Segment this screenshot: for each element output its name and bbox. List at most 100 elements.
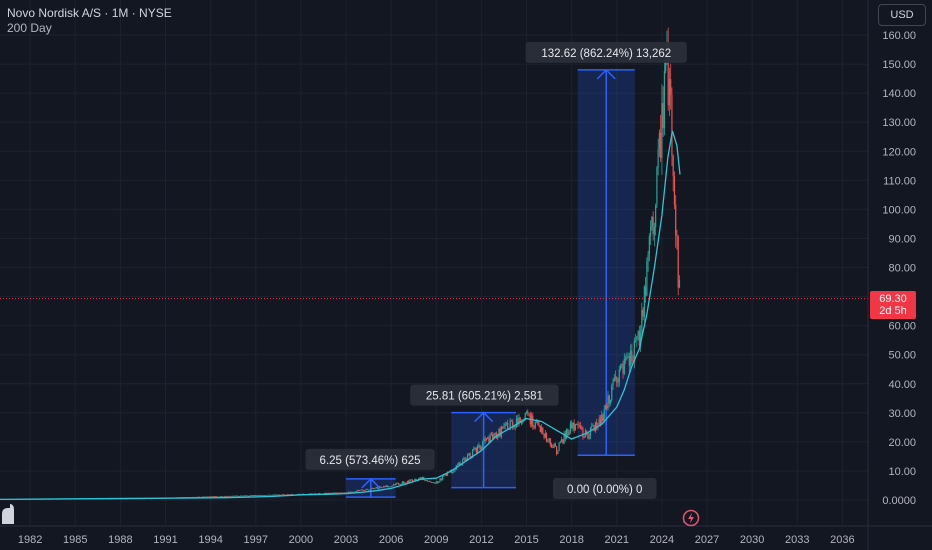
candle-body	[621, 364, 623, 366]
measure-label: 6.25 (573.46%) 625	[305, 448, 435, 470]
candle-body	[377, 488, 380, 490]
candle-body	[201, 496, 203, 498]
candle-body	[554, 443, 556, 447]
candle-body	[645, 286, 647, 296]
candle-body	[311, 493, 313, 495]
candle-body	[388, 486, 390, 488]
candle-body	[578, 425, 580, 426]
candle-body	[668, 79, 671, 106]
y-tick-label: 50.00	[888, 350, 916, 362]
candle-body	[651, 216, 653, 227]
candle-body	[653, 227, 655, 235]
y-tick-label: 150.00	[882, 59, 916, 71]
flash-icon[interactable]	[682, 509, 700, 527]
candle-body	[247, 495, 249, 497]
candle-body	[228, 496, 231, 497]
y-tick-label: 90.00	[888, 233, 916, 245]
candle-body	[241, 495, 243, 497]
candle-body	[410, 479, 412, 481]
candle-body	[381, 487, 383, 489]
candle-body	[445, 474, 447, 476]
y-tick-label: 20.00	[888, 437, 916, 449]
candle-body	[505, 422, 508, 424]
candle-body	[431, 482, 434, 484]
tradingview-logo-icon[interactable]	[0, 500, 16, 526]
candle-body	[399, 484, 401, 486]
candle-body	[286, 494, 288, 496]
candle-body	[197, 496, 199, 498]
candle-body	[525, 411, 528, 414]
candle-body	[543, 434, 545, 438]
candle-body	[616, 376, 618, 383]
candle-body	[464, 458, 466, 462]
candle-body	[355, 491, 357, 493]
candle-body	[325, 492, 327, 494]
y-tick-label: 10.00	[888, 466, 916, 478]
candle-body	[557, 450, 559, 455]
last-price-countdown: 2d 5h	[879, 304, 907, 317]
candle-body	[256, 495, 258, 496]
candle-body	[266, 495, 268, 497]
candle-body	[663, 71, 666, 129]
measure-label-text: 25.81 (605.21%) 2,581	[426, 391, 543, 403]
candle-body	[380, 486, 382, 488]
candle-body	[202, 496, 204, 498]
candle-body	[287, 494, 289, 496]
candle-body	[324, 492, 326, 494]
candle-body	[433, 482, 435, 484]
candle-body	[672, 156, 674, 177]
candle-body	[405, 482, 407, 484]
candle-body	[261, 495, 263, 496]
x-tick-label: 2033	[785, 534, 809, 546]
candle-body	[456, 464, 459, 466]
symbol-title[interactable]: Novo Nordisk A/S · 1M · NYSE	[7, 6, 172, 20]
candle-body	[626, 357, 628, 360]
candle-body	[395, 483, 397, 486]
measure-label-bg	[305, 448, 435, 470]
candle-body	[579, 425, 582, 429]
candle-body	[415, 479, 417, 481]
candle-body	[330, 493, 332, 494]
candle-body	[408, 480, 410, 483]
candle-body	[276, 494, 278, 496]
candle-body	[335, 492, 337, 494]
candle-body	[204, 496, 207, 498]
candle-body	[453, 470, 455, 472]
x-tick-label: 1985	[63, 534, 87, 546]
candle-body	[430, 481, 432, 483]
candle-body	[263, 495, 266, 497]
candle-body	[444, 474, 446, 476]
candle-body	[631, 350, 633, 361]
candle-body	[552, 446, 554, 448]
measure-boxes	[345, 68, 635, 498]
measure-label: 0.00 (0.00%) 0	[552, 478, 657, 499]
ma-200-line	[0, 130, 681, 501]
candle-body	[533, 426, 535, 428]
candle-body	[547, 440, 549, 442]
currency-button[interactable]: USD	[878, 4, 926, 26]
candle-body	[576, 423, 578, 425]
candle-body	[608, 395, 610, 404]
candle-body	[344, 492, 346, 494]
candle-body	[604, 405, 607, 410]
candle-body	[544, 433, 546, 438]
candle-body	[236, 495, 238, 497]
candle-body	[532, 415, 534, 427]
candle-body	[428, 481, 430, 482]
candle-body	[502, 427, 504, 428]
candle-body	[327, 492, 330, 494]
candle-body	[398, 482, 400, 485]
candle-body	[359, 490, 361, 492]
candle-body	[215, 496, 217, 498]
candle-body	[362, 490, 365, 492]
indicator-label[interactable]: 200 Day	[7, 21, 52, 35]
candle-body	[406, 480, 409, 483]
candle-body	[528, 413, 530, 415]
candle-body	[226, 496, 228, 497]
candle-body	[520, 422, 523, 424]
candle-body	[336, 492, 338, 494]
candle-body	[357, 490, 360, 492]
candle-body	[469, 453, 471, 458]
candle-body	[514, 426, 516, 428]
